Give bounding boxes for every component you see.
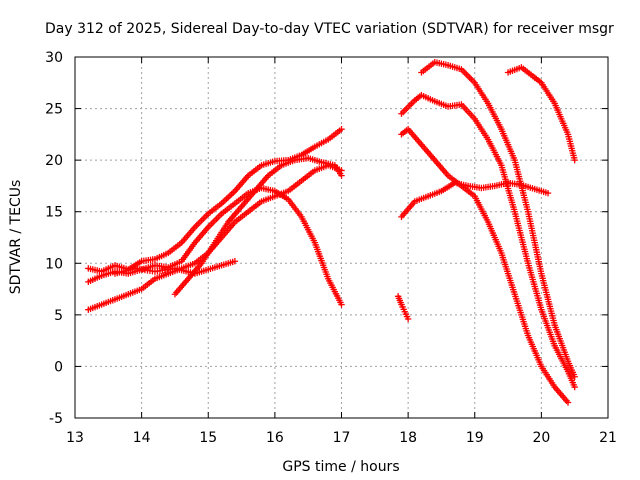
x-tick-label: 21 [599, 430, 617, 446]
x-tick-label: 20 [532, 430, 550, 446]
series-s8 [398, 126, 572, 406]
y-tick-label: -5 [49, 411, 63, 427]
y-tick-label: 0 [54, 359, 63, 375]
data-point [338, 126, 345, 133]
x-tick-label: 13 [66, 430, 84, 446]
chart-title: Day 312 of 2025, Sidereal Day-to-day VTE… [45, 21, 614, 37]
y-tick-label: 20 [45, 153, 63, 169]
series-s2 [85, 126, 345, 275]
y-axis-label: SDTVAR / TECUs [8, 180, 24, 295]
x-tick-label: 18 [399, 430, 417, 446]
series-s10 [418, 58, 578, 380]
axis-ticks [74, 56, 609, 419]
data-point [338, 172, 345, 179]
series-s3 [85, 162, 345, 313]
grid-lines [75, 57, 608, 418]
data-point [338, 301, 345, 308]
y-tick-label: 30 [45, 50, 63, 66]
plot-frame [74, 56, 609, 419]
series-s11 [504, 64, 578, 164]
data-point [571, 383, 578, 391]
x-tick-label: 14 [133, 430, 151, 446]
tick-labels: 13 14 15 16 17 18 19 20 21 -5 0 5 10 15 20 25 30 [45, 50, 617, 446]
data-point [404, 315, 412, 323]
x-tick-label: 15 [199, 430, 217, 446]
y-tick-label: 5 [54, 308, 63, 324]
y-tick-label: 15 [45, 205, 63, 221]
data-point [231, 258, 239, 265]
data-points [85, 58, 578, 406]
data-point [571, 156, 578, 164]
y-tick-label: 10 [45, 256, 63, 272]
series-s5 [171, 154, 345, 298]
series-s6 [394, 293, 412, 323]
x-tick-label: 17 [333, 430, 351, 446]
data-point [544, 189, 552, 197]
x-axis-label: GPS time / hours [282, 459, 399, 475]
x-tick-label: 16 [266, 430, 284, 446]
y-tick-label: 25 [45, 102, 63, 118]
x-tick-label: 19 [466, 430, 484, 446]
data-point [571, 373, 578, 380]
series-s9 [398, 91, 578, 391]
data-point [564, 399, 572, 406]
